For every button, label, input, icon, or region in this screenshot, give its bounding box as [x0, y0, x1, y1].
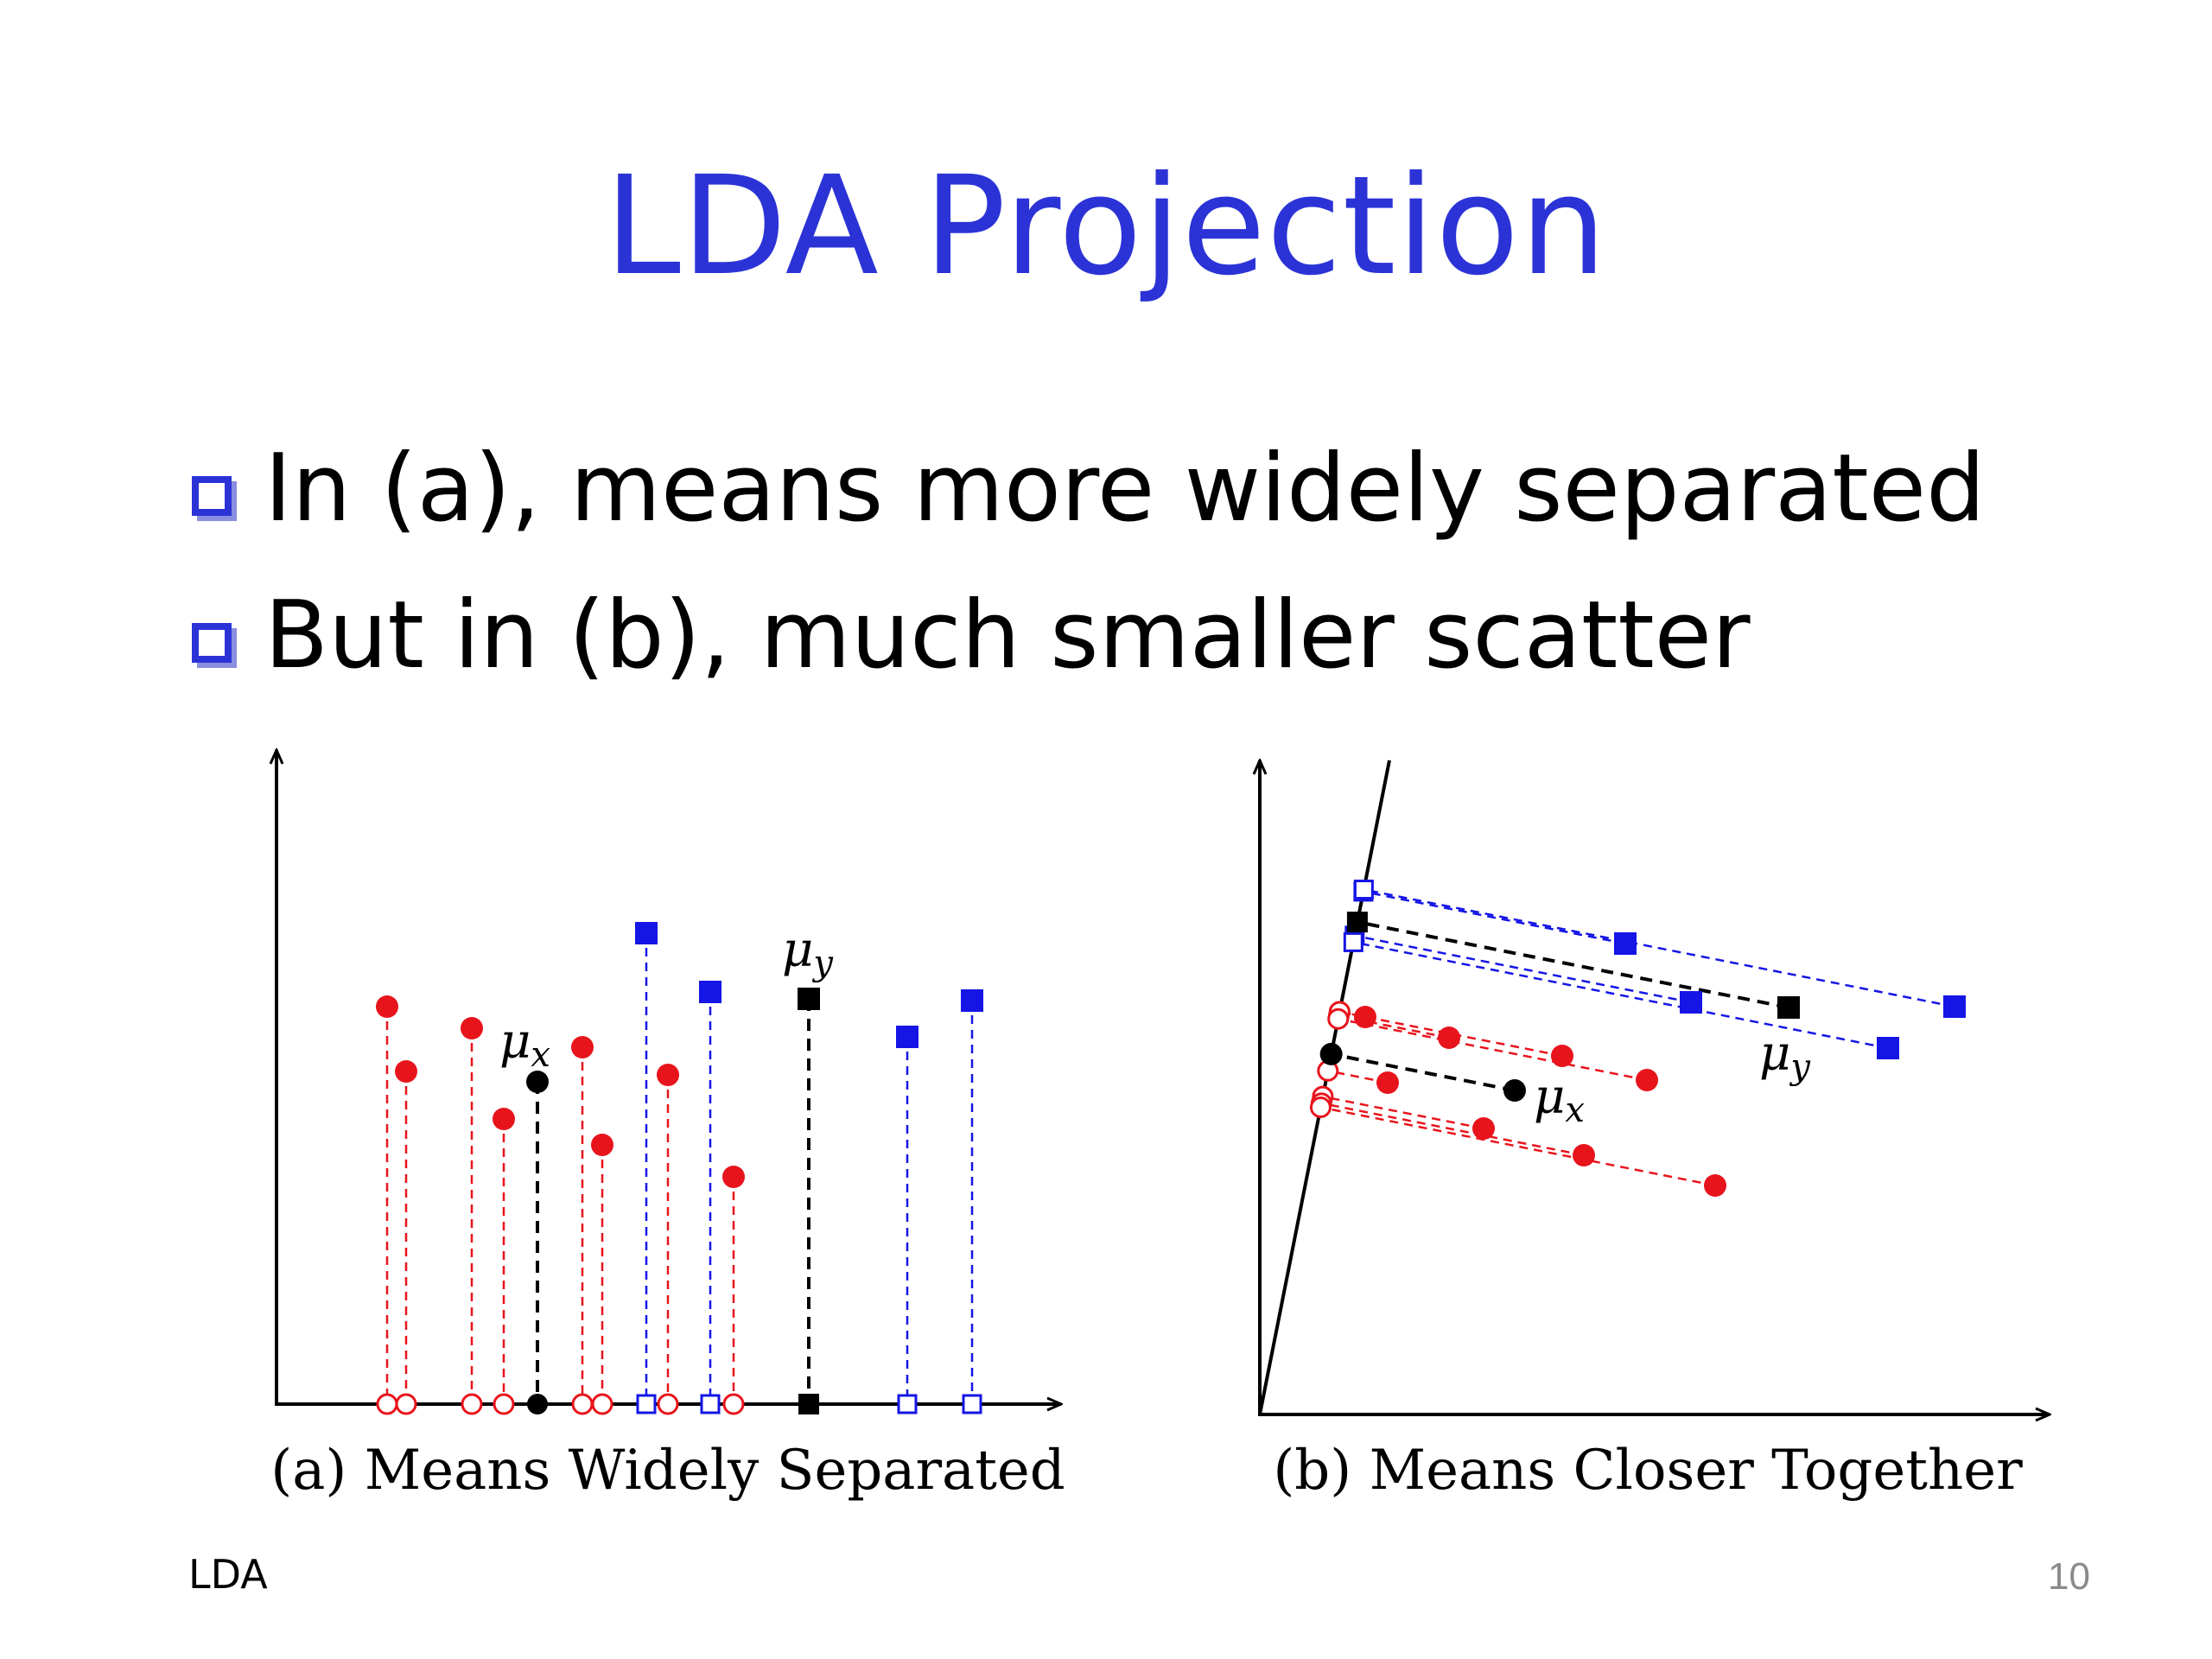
caption-b: (b) Means Closer Together: [1273, 1439, 2023, 1503]
data-point: [1636, 1069, 1658, 1091]
data-point: [591, 1134, 613, 1156]
projection-dash: [1357, 920, 1789, 1009]
mu-x-label: μx: [499, 1014, 550, 1075]
data-point: [1438, 1027, 1460, 1049]
projection-dash: [1354, 934, 1692, 1004]
projection-dash: [1320, 1106, 1716, 1187]
projected-point: [395, 1393, 417, 1415]
figure-b: μx μy (b) Means Closer Together: [1258, 760, 2050, 1503]
projected-point: [722, 1393, 745, 1415]
projected-point: [461, 1393, 483, 1415]
data-point: [1503, 1079, 1526, 1102]
bullet-item: But in (b), much smaller scatter: [192, 562, 2093, 709]
data-point: [527, 1394, 548, 1414]
projected-point: [571, 1393, 594, 1415]
slide-title: LDA Projection: [604, 147, 1608, 306]
projected-point: [1309, 1096, 1332, 1119]
data-point: [722, 1166, 745, 1188]
data-point: [526, 1071, 549, 1093]
projected-point: [1327, 1007, 1350, 1030]
square-bullet-icon: [192, 476, 232, 516]
bullet-list: In (a), means more widely separated But …: [192, 415, 2093, 709]
projected-point: [1353, 880, 1374, 900]
data-point: [493, 1108, 515, 1130]
bullet-text: But in (b), much smaller scatter: [264, 581, 1751, 690]
data-point: [376, 995, 398, 1018]
mu-x-label: μx: [1534, 1069, 1585, 1130]
figure-a: μx μy (a) Means Widely Separated: [270, 750, 1065, 1503]
projection-dash: [1339, 1010, 1563, 1058]
bullet-item: In (a), means more widely separated: [192, 415, 2093, 562]
data-point: [1472, 1117, 1495, 1140]
bullet-text: In (a), means more widely separated: [264, 434, 1986, 543]
projection-dash: [1363, 890, 1626, 945]
data-point: [798, 1394, 819, 1414]
data-point: [1346, 912, 1368, 933]
data-point: [1877, 1037, 1899, 1059]
data-point: [1573, 1144, 1595, 1166]
data-point: [657, 1064, 679, 1086]
square-bullet-icon: [192, 623, 232, 663]
data-point: [896, 1026, 918, 1048]
data-point: [1376, 1071, 1399, 1094]
projected-point: [962, 1394, 982, 1414]
data-point: [571, 1036, 594, 1058]
data-point: [1680, 991, 1702, 1014]
data-point: [395, 1060, 417, 1083]
projection-dash: [1338, 1017, 1648, 1082]
data-point: [1614, 932, 1637, 955]
projected-point: [897, 1394, 918, 1414]
data-point: [635, 922, 658, 944]
data-point: [461, 1017, 483, 1039]
projected-point: [657, 1393, 679, 1415]
data-point: [1943, 995, 1966, 1018]
data-point: [798, 988, 820, 1010]
projection-dash: [1331, 1052, 1516, 1092]
mu-y-label: μy: [782, 922, 834, 983]
footer-label: LDA: [188, 1551, 268, 1598]
data-point: [1551, 1045, 1573, 1067]
page-number: 10: [2048, 1555, 2090, 1598]
projected-point: [636, 1394, 657, 1414]
mu-y-label: μy: [1759, 1026, 1811, 1087]
projected-point: [376, 1393, 398, 1415]
data-point: [1704, 1174, 1726, 1197]
projection-dash: [1322, 1095, 1484, 1130]
projected-point: [591, 1393, 613, 1415]
projection-dash: [1363, 888, 1955, 1008]
data-point: [699, 981, 721, 1003]
data-point: [1319, 1042, 1343, 1065]
projection-dash: [1353, 941, 1889, 1050]
projection-dash: [1321, 1102, 1585, 1157]
data-point: [961, 989, 983, 1012]
data-point: [1354, 1006, 1376, 1028]
data-point: [1777, 996, 1800, 1019]
projected-point: [1343, 931, 1363, 952]
caption-a: (a) Means Widely Separated: [270, 1439, 1065, 1503]
projected-point: [493, 1393, 515, 1415]
projected-point: [700, 1394, 721, 1414]
